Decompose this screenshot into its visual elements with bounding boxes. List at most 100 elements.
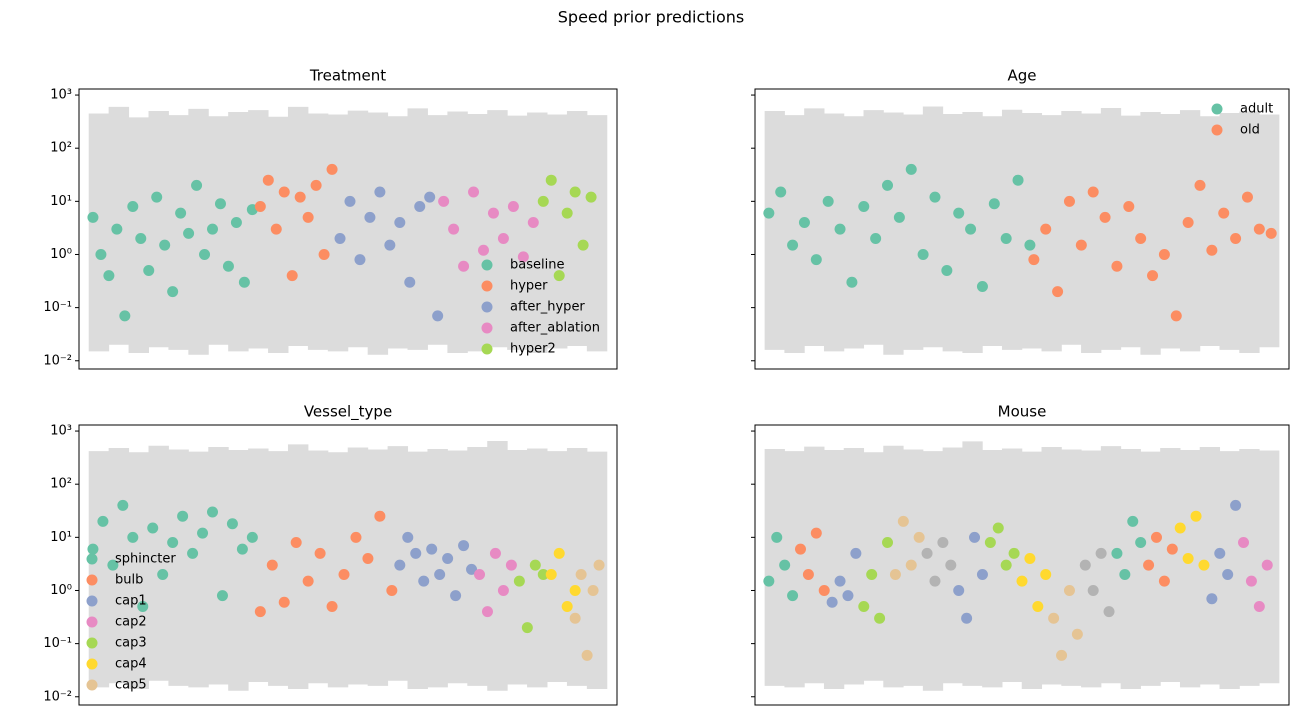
data-point xyxy=(858,200,870,212)
legend-label: cap2 xyxy=(115,615,147,630)
data-point xyxy=(1174,522,1186,534)
data-point xyxy=(402,531,414,543)
data-point xyxy=(763,207,775,219)
data-point xyxy=(961,612,973,624)
data-point xyxy=(236,543,248,555)
data-point xyxy=(238,276,250,288)
data-point xyxy=(810,254,822,266)
data-point xyxy=(286,270,298,282)
legend-marker xyxy=(86,616,98,628)
data-point xyxy=(191,179,203,191)
data-point xyxy=(207,223,219,235)
data-point xyxy=(1040,223,1052,235)
data-point xyxy=(1008,547,1020,559)
data-point xyxy=(374,510,386,522)
data-point xyxy=(87,543,99,555)
data-point xyxy=(763,575,775,587)
data-point xyxy=(779,559,791,571)
data-point xyxy=(481,606,493,618)
data-point xyxy=(870,232,882,244)
data-point xyxy=(386,584,398,596)
data-point xyxy=(561,600,573,612)
axes-title: Mouse xyxy=(998,403,1047,421)
axes-title: Treatment xyxy=(309,67,386,85)
data-point xyxy=(929,191,941,203)
data-point xyxy=(159,239,171,251)
data-point xyxy=(553,547,565,559)
data-point xyxy=(850,547,862,559)
data-point xyxy=(254,200,266,212)
data-point xyxy=(119,310,131,322)
data-point xyxy=(1000,232,1012,244)
data-point xyxy=(905,559,917,571)
data-point xyxy=(1095,547,1107,559)
legend-marker xyxy=(86,574,98,586)
y-tick-label: 10³ xyxy=(50,88,72,103)
data-point xyxy=(278,596,290,608)
data-point xyxy=(167,536,179,548)
legend-marker xyxy=(86,658,98,670)
data-point xyxy=(135,232,147,244)
data-point xyxy=(364,211,376,223)
y-tick-label: 10⁻² xyxy=(43,689,72,704)
legend-marker xyxy=(1211,124,1223,136)
data-point xyxy=(1012,174,1024,186)
data-point xyxy=(448,223,460,235)
data-point xyxy=(326,600,338,612)
data-point xyxy=(787,239,799,251)
data-point xyxy=(561,207,573,219)
data-point xyxy=(545,174,557,186)
data-point xyxy=(414,200,426,212)
data-point xyxy=(953,207,965,219)
data-point xyxy=(585,191,597,203)
data-point xyxy=(394,559,406,571)
data-point xyxy=(290,536,302,548)
data-point xyxy=(450,590,462,602)
data-point xyxy=(270,223,282,235)
data-point xyxy=(810,527,822,539)
data-point xyxy=(1087,186,1099,198)
data-point xyxy=(266,559,278,571)
data-point xyxy=(314,547,326,559)
data-point xyxy=(553,270,565,282)
data-point xyxy=(1063,584,1075,596)
data-point xyxy=(177,510,189,522)
data-point xyxy=(344,195,356,207)
data-point xyxy=(207,506,219,518)
data-point xyxy=(1052,286,1064,298)
data-point xyxy=(326,163,338,175)
data-point xyxy=(1056,649,1068,661)
data-point xyxy=(362,552,374,564)
axes: Age adult old xyxy=(751,67,1290,370)
y-tick-label: 10⁰ xyxy=(50,583,72,598)
data-point xyxy=(882,536,894,548)
data-point xyxy=(226,518,238,530)
data-point xyxy=(384,239,396,251)
data-point xyxy=(107,559,119,571)
data-point xyxy=(143,264,155,276)
data-point xyxy=(1238,536,1250,548)
data-point xyxy=(175,207,187,219)
y-tick-label: 10² xyxy=(50,477,72,492)
figure-title: Speed prior predictions xyxy=(558,8,744,27)
data-point xyxy=(1206,244,1218,256)
legend-label: after_hyper xyxy=(510,300,585,315)
legend-label: hyper2 xyxy=(510,342,556,357)
data-point xyxy=(581,649,593,661)
data-point xyxy=(394,216,406,228)
data-point xyxy=(438,195,450,207)
data-point xyxy=(802,568,814,580)
data-point xyxy=(929,575,941,587)
data-point xyxy=(587,584,599,596)
data-point xyxy=(442,552,454,564)
data-point xyxy=(1166,543,1178,555)
data-point xyxy=(97,515,109,527)
data-point xyxy=(1135,536,1147,548)
data-point xyxy=(127,531,139,543)
data-point xyxy=(1119,568,1131,580)
data-point xyxy=(147,522,159,534)
y-tick-label: 10⁻¹ xyxy=(43,300,72,315)
legend-label: after_ablation xyxy=(510,321,600,336)
data-point xyxy=(497,232,509,244)
